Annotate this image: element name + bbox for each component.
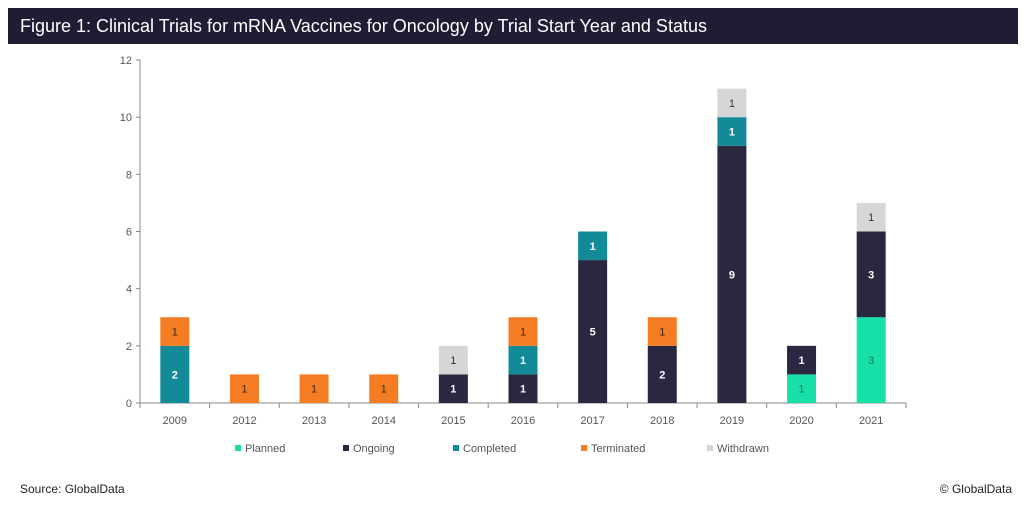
legend-entry: Ongoing bbox=[353, 443, 395, 455]
bar-segment-terminated bbox=[508, 317, 538, 346]
x-tick-label: 2014 bbox=[371, 415, 395, 427]
bar-value-label: 1 bbox=[450, 355, 456, 367]
bar-value-label: 1 bbox=[311, 384, 317, 396]
y-tick-label: 0 bbox=[126, 398, 132, 410]
bar-value-label: 1 bbox=[590, 241, 596, 253]
x-tick-label: 2020 bbox=[789, 415, 813, 427]
legend-entry: Terminated bbox=[591, 443, 645, 455]
bar-value-label: 1 bbox=[659, 327, 665, 339]
bar-segment-withdrawn bbox=[856, 202, 886, 232]
bar-segment-completed bbox=[508, 345, 538, 375]
bar-segment-completed bbox=[717, 117, 747, 146]
y-tick-label: 6 bbox=[126, 227, 132, 239]
chart-title: Figure 1: Clinical Trials for mRNA Vacci… bbox=[8, 8, 1018, 44]
bar-value-label: 1 bbox=[868, 212, 874, 224]
bar-segment-ongoing bbox=[578, 260, 608, 403]
legend-swatch bbox=[343, 445, 349, 451]
copyright-note: © GlobalData bbox=[939, 482, 1012, 496]
x-tick-label: 2019 bbox=[720, 415, 744, 427]
bar-value-label: 1 bbox=[798, 355, 804, 367]
bar-segment-terminated bbox=[647, 317, 677, 346]
x-tick-label: 2013 bbox=[302, 415, 326, 427]
legend-entry: Withdrawn bbox=[717, 443, 769, 455]
bar-value-label: 5 bbox=[590, 327, 596, 339]
bar-segment-withdrawn bbox=[438, 345, 468, 375]
bar-value-label: 3 bbox=[868, 355, 874, 367]
bar-value-label: 1 bbox=[381, 384, 387, 396]
stacked-bar-chart: 0246810122120091201212013120141120151112… bbox=[120, 55, 907, 455]
bar-value-label: 1 bbox=[450, 384, 456, 396]
bar-segment-planned bbox=[856, 317, 886, 403]
bar-segment-ongoing bbox=[856, 231, 886, 318]
y-tick-label: 12 bbox=[120, 55, 132, 67]
x-tick-label: 2012 bbox=[232, 415, 256, 427]
legend-swatch bbox=[453, 445, 459, 451]
bar-segment-terminated bbox=[299, 374, 329, 403]
legend-entry: Completed bbox=[463, 443, 516, 455]
bar-value-label: 9 bbox=[729, 269, 735, 281]
bar-value-label: 1 bbox=[520, 384, 526, 396]
x-tick-label: 2018 bbox=[650, 415, 674, 427]
x-tick-label: 2009 bbox=[163, 415, 187, 427]
bar-segment-withdrawn bbox=[717, 88, 747, 118]
legend-swatch bbox=[707, 445, 713, 451]
x-tick-label: 2017 bbox=[580, 415, 604, 427]
y-tick-label: 4 bbox=[126, 284, 132, 296]
bar-value-label: 1 bbox=[798, 384, 804, 396]
bar-segment-planned bbox=[787, 374, 817, 403]
y-tick-label: 2 bbox=[126, 341, 132, 353]
bar-segment-ongoing bbox=[438, 374, 468, 403]
bar-segment-terminated bbox=[229, 374, 259, 403]
bar-segment-completed bbox=[578, 231, 608, 261]
bar-value-label: 1 bbox=[520, 327, 526, 339]
bar-segment-terminated bbox=[369, 374, 399, 403]
x-tick-label: 2015 bbox=[441, 415, 465, 427]
source-note: Source: GlobalData bbox=[20, 482, 125, 496]
bar-value-label: 1 bbox=[520, 355, 526, 367]
bar-value-label: 1 bbox=[241, 384, 247, 396]
bar-segment-ongoing bbox=[787, 345, 817, 375]
legend-entry: Planned bbox=[245, 443, 285, 455]
bar-value-label: 2 bbox=[172, 369, 178, 381]
bar-value-label: 3 bbox=[868, 269, 874, 281]
y-tick-label: 8 bbox=[126, 169, 132, 181]
bar-segment-completed bbox=[160, 345, 190, 403]
bar-value-label: 2 bbox=[659, 369, 665, 381]
bar-value-label: 1 bbox=[729, 98, 735, 110]
legend-swatch bbox=[235, 445, 241, 451]
bar-segment-terminated bbox=[160, 317, 190, 346]
y-tick-label: 10 bbox=[120, 112, 132, 124]
bar-segment-ongoing bbox=[717, 145, 747, 403]
x-tick-label: 2021 bbox=[859, 415, 883, 427]
bar-value-label: 1 bbox=[729, 126, 735, 138]
bar-value-label: 1 bbox=[172, 327, 178, 339]
bar-segment-ongoing bbox=[647, 345, 677, 403]
x-tick-label: 2016 bbox=[511, 415, 535, 427]
bar-segment-ongoing bbox=[508, 374, 538, 403]
legend-swatch bbox=[581, 445, 587, 451]
